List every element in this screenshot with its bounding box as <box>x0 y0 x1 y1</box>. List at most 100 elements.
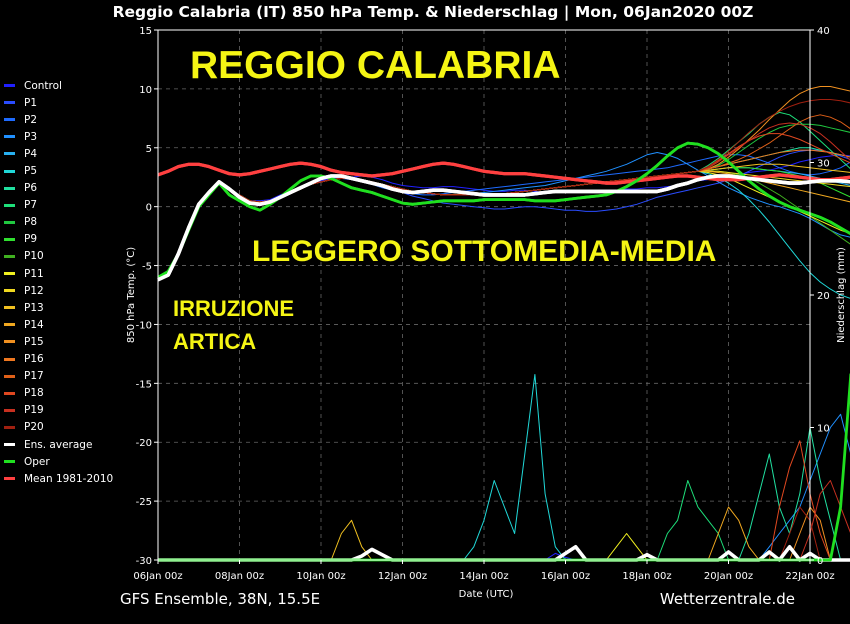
legend-label: P4 <box>24 147 38 160</box>
x-tick-label: 06Jan 00z <box>133 571 182 582</box>
legend-item: P15 <box>4 333 122 350</box>
legend-swatch <box>4 323 15 327</box>
x-tick-label: 18Jan 00z <box>622 571 671 582</box>
legend-label: P7 <box>24 199 38 212</box>
legend-item: P14 <box>4 316 122 333</box>
y-tick-label: -5 <box>142 262 152 273</box>
legend-swatch <box>4 135 15 139</box>
legend-item: P7 <box>4 197 122 214</box>
legend-swatch <box>4 425 15 429</box>
y-axis-ticks: 15 10 5 0 -5 -10 -15 -20 -25 -30 <box>136 26 158 567</box>
temp-series-line-highlight <box>157 141 850 279</box>
precip-line <box>158 480 850 561</box>
legend-swatch <box>4 254 15 258</box>
legend-item: P12 <box>4 282 122 299</box>
legend-swatch <box>4 374 15 378</box>
legend-swatch <box>4 84 15 88</box>
legend-swatch <box>4 289 15 293</box>
y-tick-label: -20 <box>136 438 152 449</box>
precip-line <box>158 506 850 561</box>
legend-swatch <box>4 169 15 173</box>
x-tick-label: 08Jan 00z <box>215 571 264 582</box>
y-tick-label: -10 <box>136 320 152 331</box>
legend-label: P16 <box>24 353 44 366</box>
legend-swatch <box>4 220 15 224</box>
legend-swatch <box>4 460 15 464</box>
legend-label: P11 <box>24 267 44 280</box>
overlay-headline: LEGGERO SOTTOMEDIA-MEDIA <box>252 235 716 268</box>
legend-item: P10 <box>4 248 122 265</box>
x-tick-label: 10Jan 00z <box>296 571 345 582</box>
legend-item: P5 <box>4 162 122 179</box>
legend-swatch <box>4 152 15 156</box>
legend-label: P20 <box>24 421 44 434</box>
legend-label: P19 <box>24 404 44 417</box>
precip-series <box>158 373 850 562</box>
overlay-location: REGGIO CALABRIA <box>190 44 561 87</box>
footer-source: Wetterzentrale.de <box>659 590 795 608</box>
legend-swatch <box>4 186 15 190</box>
precip-line <box>158 480 850 561</box>
precip-line <box>158 544 850 562</box>
legend-label: P3 <box>24 130 38 143</box>
legend-item: P11 <box>4 265 122 282</box>
legend-item: Control <box>4 77 122 94</box>
x-tick-label: 22Jan 00z <box>785 571 834 582</box>
legend-swatch <box>4 357 15 361</box>
legend-label: P2 <box>24 113 38 126</box>
legend-item: P20 <box>4 419 122 436</box>
legend-swatch <box>4 118 15 122</box>
legend-swatch <box>4 237 15 241</box>
y-tick-label: 10 <box>139 85 152 96</box>
legend-label: Oper <box>24 455 50 468</box>
precip-line <box>158 413 850 561</box>
legend-item: P8 <box>4 214 122 231</box>
legend-item: P1 <box>4 94 122 111</box>
overlay-note-line2: ARTICA <box>173 329 256 354</box>
y2-axis-ticks: 40 30 20 10 0 <box>810 26 830 567</box>
legend-swatch <box>4 272 15 276</box>
legend-label: P6 <box>24 182 38 195</box>
x-tick-label: 14Jan 00z <box>459 571 508 582</box>
legend-label: P17 <box>24 370 44 383</box>
legend-swatch <box>4 391 15 395</box>
legend-label: Ens. average <box>24 438 93 451</box>
precip-line <box>158 506 850 561</box>
y-tick-label: 5 <box>146 144 152 155</box>
legend-swatch <box>4 408 15 412</box>
y2-tick-label: 10 <box>817 424 830 435</box>
legend-swatch <box>4 340 15 344</box>
legend-label: P8 <box>24 216 38 229</box>
precip-line <box>158 506 850 561</box>
y2-tick-label: 20 <box>817 291 830 302</box>
legend-label: P1 <box>24 96 38 109</box>
x-tick-label: 16Jan 00z <box>541 571 590 582</box>
y2-tick-label: 0 <box>817 556 823 567</box>
legend-item: Mean 1981-2010 <box>4 470 122 487</box>
x-axis-ticks: 06Jan 00z 08Jan 00z 10Jan 00z 12Jan 00z 14Ja… <box>133 560 835 582</box>
legend-item: P4 <box>4 145 122 162</box>
legend-label: P15 <box>24 335 44 348</box>
legend-swatch <box>4 203 15 207</box>
chart-title: Reggio Calabria (IT) 850 hPa Temp. & Nie… <box>113 3 754 22</box>
legend-label: P9 <box>24 233 38 246</box>
legend-swatch <box>4 477 15 481</box>
x-tick-label: 20Jan 00z <box>704 571 753 582</box>
legend-label: P13 <box>24 301 44 314</box>
y-tick-label: -15 <box>136 379 152 390</box>
legend-label: P14 <box>24 318 44 331</box>
legend-item: P6 <box>4 180 122 197</box>
y-tick-label: -30 <box>136 556 152 567</box>
grid-lines <box>158 30 810 560</box>
precip-line <box>158 533 850 561</box>
legend-item: P9 <box>4 231 122 248</box>
x-tick-label: 12Jan 00z <box>378 571 427 582</box>
legend-item: Oper <box>4 453 122 470</box>
legend-item: P13 <box>4 299 122 316</box>
legend-swatch <box>4 443 15 447</box>
precip-line <box>158 440 850 561</box>
y2-axis-label: Niederschlag (mm) <box>836 247 847 343</box>
legend-item: P16 <box>4 351 122 368</box>
